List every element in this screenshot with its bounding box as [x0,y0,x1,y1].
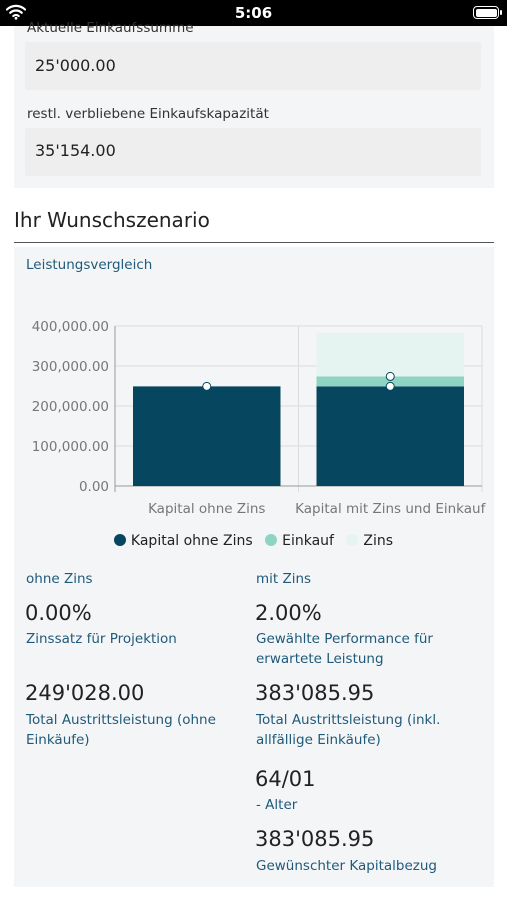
right-rate-label-line1: Gewählte Performance für [256,631,433,647]
purchase-sum-label: Aktuelle Einkaufssumme [27,20,194,36]
left-rate-value: 0.00% [25,601,92,625]
right-total-label-line2: allfällige Einkäufe) [256,732,381,748]
legend-swatch-kapital [113,534,126,546]
right-rate-value: 2.00% [255,601,322,625]
legend-label-kapital: Kapital ohne Zins [130,533,253,549]
legend-label-einkauf: Einkauf [282,533,334,549]
right-column-head: mit Zins [256,571,312,587]
right-capital-value: 383'085.95 [255,827,375,851]
left-total-label-line2: Einkäufe) [26,732,90,748]
right-total-value: 383'085.95 [255,681,375,705]
left-total-label-line1: Total Austrittsleistung (ohne [26,712,216,728]
right-rate-label-line2: erwartete Leistung [256,651,384,667]
status-bar: 5:06 [0,0,507,26]
remaining-capacity-field[interactable]: 35'154.00 [25,128,481,176]
battery-icon [473,6,502,19]
legend-item-einkauf[interactable]: Einkauf [265,533,334,549]
right-age-label: - Alter [256,797,298,813]
right-age-value: 64/01 [255,767,316,791]
legend-item-zins[interactable]: Zins [346,533,393,549]
section-divider [14,242,494,243]
legend-label-zins: Zins [363,533,394,549]
right-total-label-line1: Total Austrittsleistung (inkl. [256,712,441,728]
status-time: 5:06 [234,4,273,22]
card-subtitle: Leistungsvergleich [26,257,153,273]
right-capital-label: Gewünschter Kapitalbezug [256,858,437,874]
scenario-card [14,247,494,887]
left-total-value: 249'028.00 [25,681,145,705]
legend-item-kapital[interactable]: Kapital ohne Zins [113,533,253,549]
left-column-head: ohne Zins [26,571,93,587]
legend-swatch-einkauf [265,534,278,546]
remaining-capacity-value: 35'154.00 [35,141,116,160]
legend-swatch-zins [346,534,359,546]
remaining-capacity-label: restl. verbliebene Einkaufskapazität [27,106,269,122]
left-rate-label: Zinssatz für Projektion [26,631,177,647]
wifi-icon [6,4,26,20]
chart-legend: Kapital ohne Zins Einkauf Zins [0,533,507,549]
purchase-sum-field[interactable]: 25'000.00 [25,42,481,90]
section-title: Ihr Wunschszenario [14,208,210,232]
purchase-sum-value: 25'000.00 [35,56,116,75]
